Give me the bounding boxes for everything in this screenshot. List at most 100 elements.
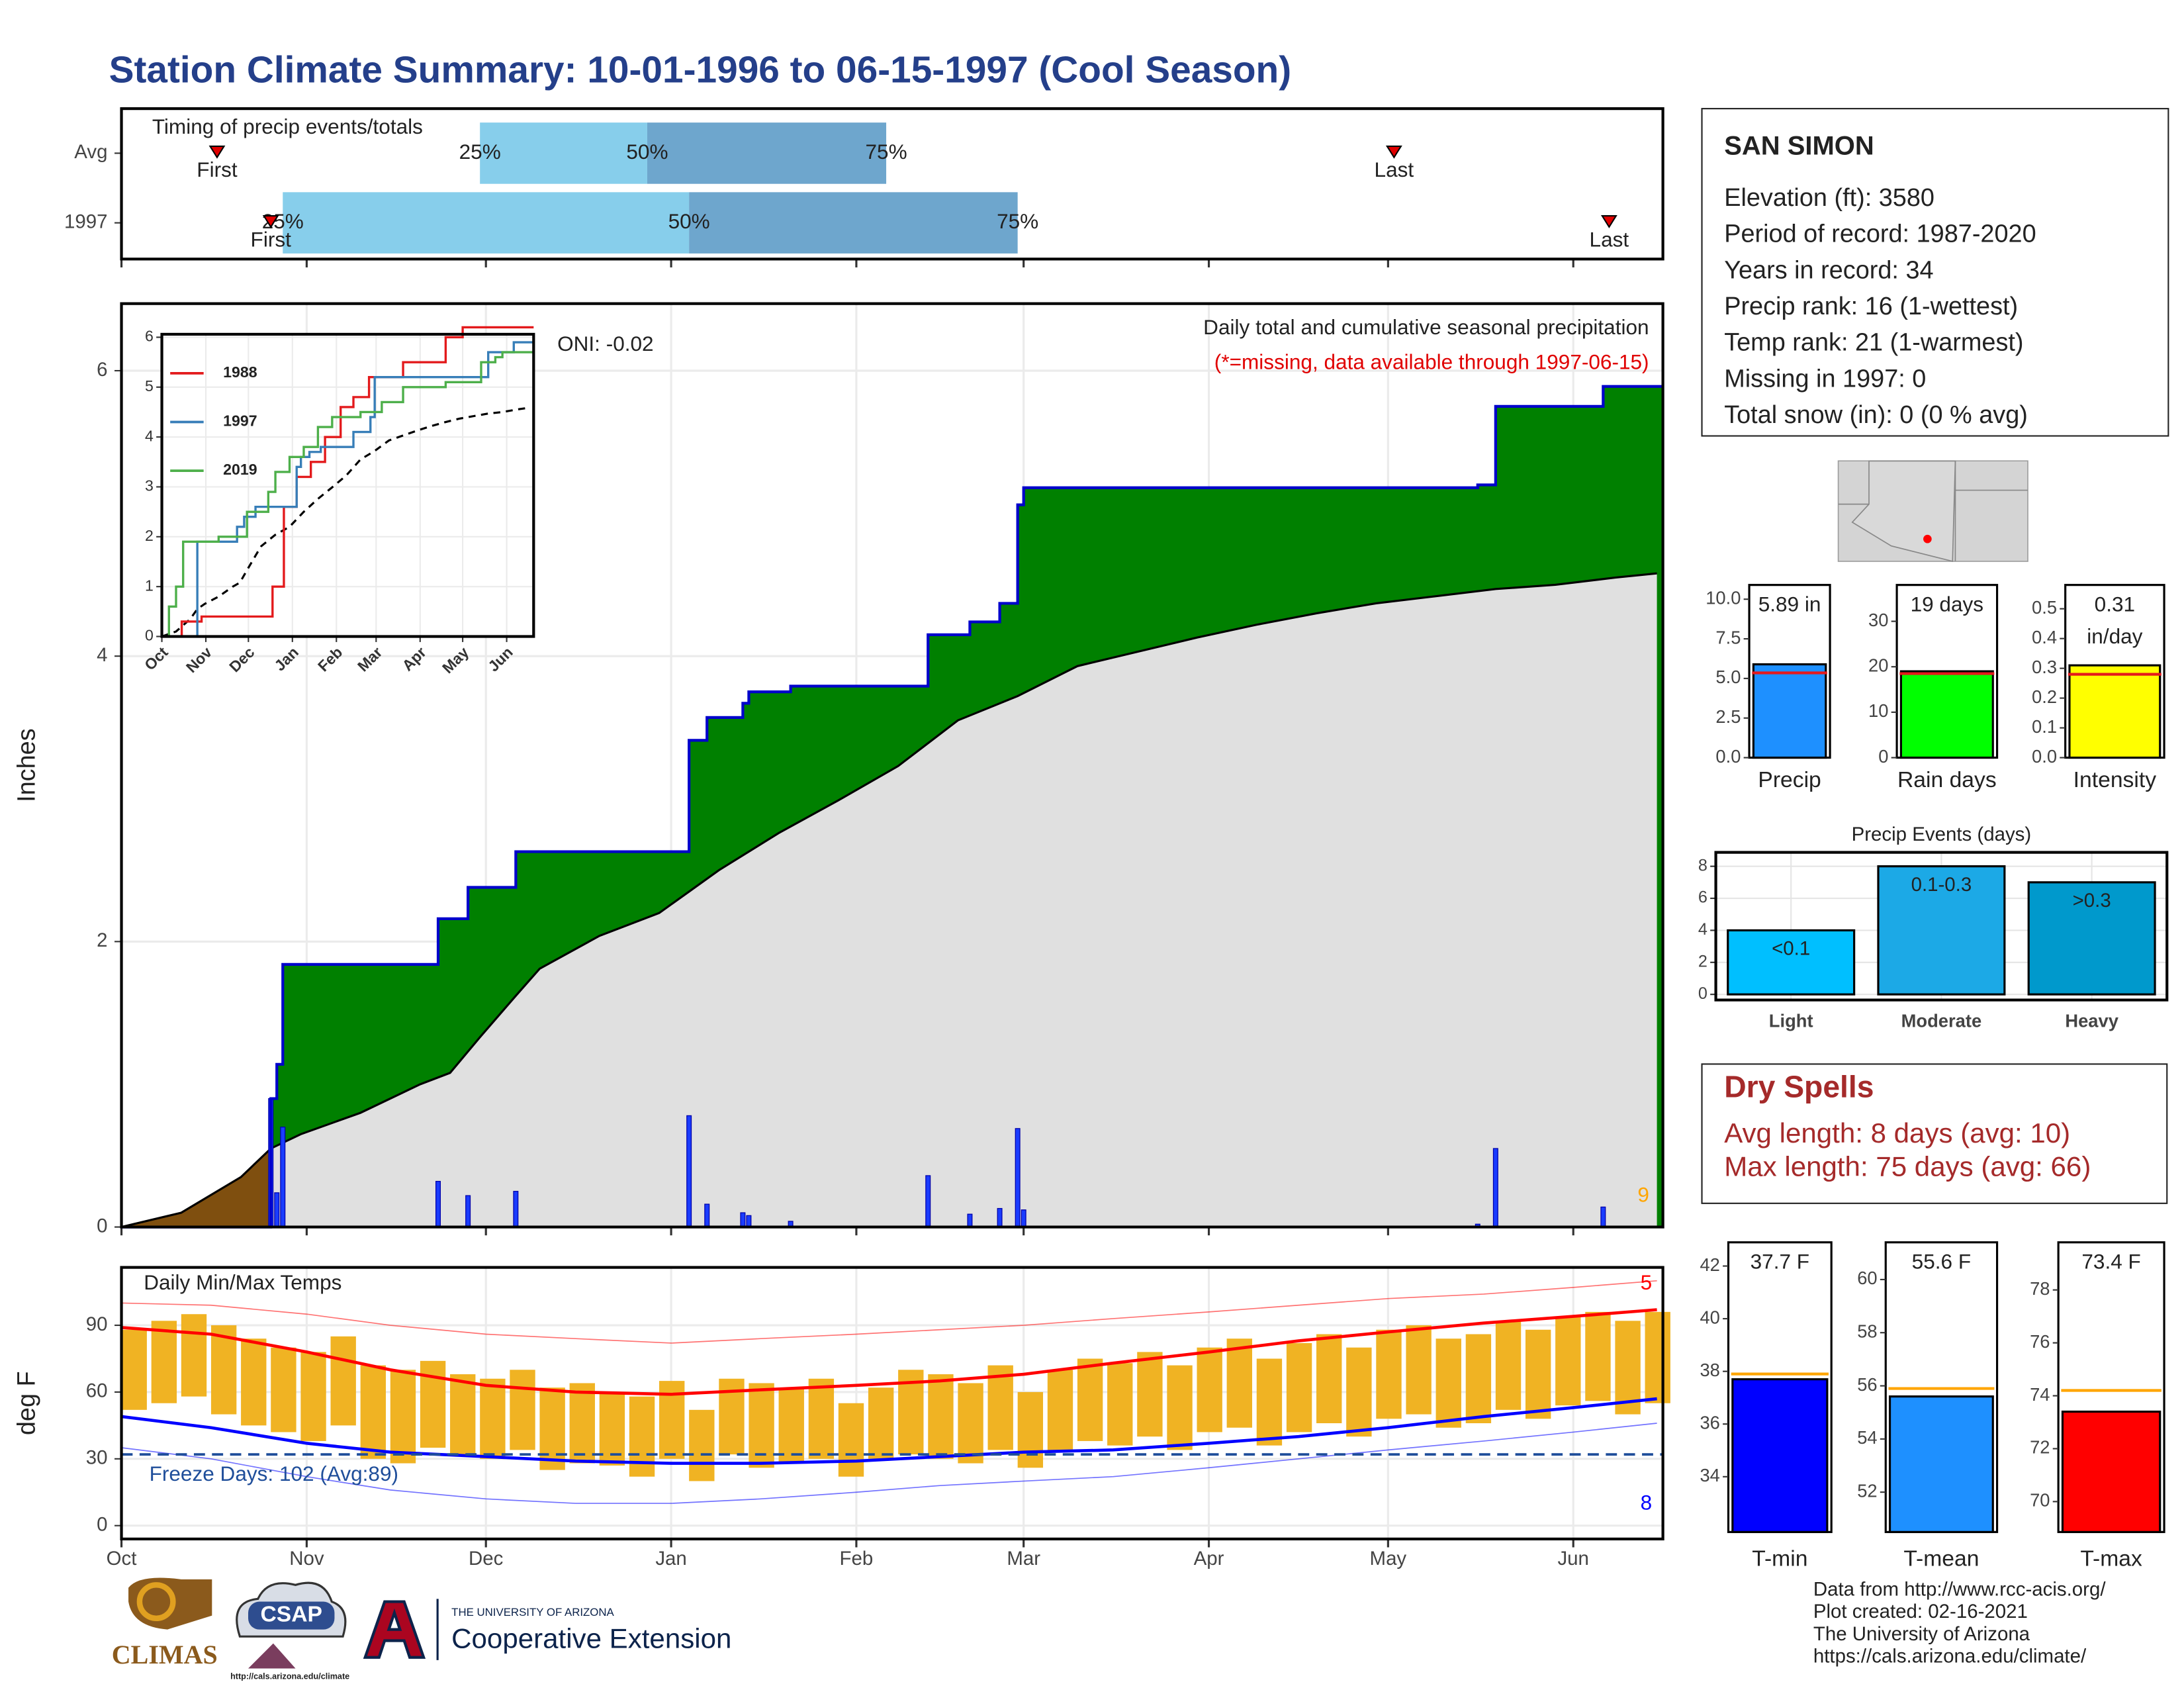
event-label: Last — [1590, 227, 1629, 251]
y-tick-label: 74 — [2030, 1384, 2050, 1405]
quantile-label: 75% — [865, 140, 907, 164]
y-tick-label: 60 — [86, 1380, 108, 1402]
bar — [1727, 929, 1856, 996]
cumulative-line — [121, 385, 1663, 1229]
daily-temp-bar — [181, 1314, 207, 1397]
daily-temp-bar — [1645, 1311, 1670, 1403]
bar-label: <0.1 — [1772, 938, 1810, 960]
daily-temp-bar — [539, 1387, 565, 1470]
y-tick-label: 78 — [2030, 1278, 2050, 1299]
y-tick-label: 56 — [1857, 1374, 1877, 1395]
daily-temp-bar — [390, 1370, 416, 1464]
daily-precip-bar — [274, 1192, 280, 1228]
quantile-label: 75% — [997, 209, 1038, 233]
gauge-value: 73.4 F — [2081, 1250, 2140, 1274]
daily-temp-bar — [510, 1370, 535, 1450]
y-tick-label: 0.4 — [2032, 627, 2057, 647]
y-tick-label: 0.5 — [2032, 597, 2057, 618]
series-line — [161, 341, 534, 638]
avg-max-line — [121, 1308, 1657, 1396]
daily-temp-bar — [1107, 1363, 1133, 1446]
event-marker — [208, 145, 226, 159]
panel-title: Timing of precip events/totals — [152, 115, 423, 138]
y-tick-label: 0 — [97, 1513, 107, 1535]
station-line: Period of record: 1987-2020 — [1724, 220, 2036, 248]
x-tick-label: Dec — [469, 1548, 503, 1570]
y-tick-label: 70 — [2030, 1490, 2050, 1511]
footer-line: Plot created: 02-16-2021 — [1813, 1601, 2028, 1622]
y-tick-label: 4 — [145, 427, 154, 444]
bar-label: >0.3 — [2073, 890, 2111, 912]
station-box — [1701, 108, 2169, 437]
daily-temp-bar — [1585, 1311, 1611, 1401]
panel-title: Daily Min/Max Temps — [144, 1270, 341, 1294]
daily-precip-bar — [925, 1175, 931, 1228]
x-tick-label: Jan — [655, 1548, 686, 1570]
x-tick-label: Mar — [1007, 1548, 1040, 1570]
x-tick-label: Nov — [289, 1548, 324, 1570]
y-tick-label: 40 — [1700, 1307, 1719, 1327]
daily-temp-bar — [480, 1378, 506, 1459]
x-tick-label: Jun — [1557, 1548, 1588, 1570]
y-axis-label: deg F — [13, 1371, 41, 1435]
y-tick-label: 52 — [1857, 1480, 1877, 1501]
event-label: Last — [1375, 158, 1414, 181]
legend-label: 1988 — [223, 363, 257, 381]
y-tick-label: 36 — [1700, 1412, 1719, 1432]
daily-precip-bar — [465, 1195, 471, 1228]
min-count: 8 — [1641, 1491, 1653, 1515]
panel-frame — [120, 107, 1664, 261]
oni-label: ONI: -0.02 — [557, 332, 654, 355]
extension-text: Cooperative Extension — [451, 1623, 731, 1654]
average-area — [121, 573, 1657, 1227]
panel-title: Precip Events (days) — [1852, 823, 2032, 845]
y-tick-label: 30 — [1868, 610, 1888, 630]
climas-text: CLIMAS — [112, 1640, 218, 1669]
logos: CLIMAS CSAP http://cals.arizona.edu/clim… — [112, 1577, 731, 1681]
daily-temp-bar — [271, 1347, 296, 1432]
daily-temp-bar — [1525, 1329, 1551, 1419]
ua-logo — [363, 1600, 426, 1659]
y-axis-label: Inches — [13, 728, 41, 802]
event-marker — [1385, 145, 1402, 159]
daily-temp-bar — [151, 1321, 177, 1403]
y-tick-label: 3 — [145, 477, 154, 494]
gauge-bar — [1752, 663, 1827, 759]
panel-frame — [1714, 851, 2169, 1002]
y-tick-label: 0.3 — [2032, 657, 2057, 677]
y-tick-label: 58 — [1857, 1321, 1877, 1341]
y-tick-label: 8 — [1698, 856, 1707, 874]
gauge-bar — [1888, 1395, 1994, 1533]
y-tick-label: 60 — [1857, 1268, 1877, 1288]
y-tick-label: 34 — [1700, 1465, 1719, 1485]
dry-spells-title: Dry Spells — [1724, 1070, 1874, 1104]
daily-precip-bar — [1492, 1148, 1498, 1228]
daily-temp-bar — [1376, 1329, 1402, 1419]
daily-temp-bar — [928, 1374, 954, 1459]
y-tick-label: 5 — [145, 377, 154, 395]
average-line — [121, 572, 1657, 1229]
y-tick-label: 0.1 — [2032, 716, 2057, 737]
x-tick-label: May — [1370, 1548, 1407, 1570]
daily-temp-bar — [1495, 1321, 1522, 1410]
daily-temp-bar — [1615, 1321, 1641, 1415]
y-tick-label: 0 — [1878, 746, 1888, 767]
gauge-label: Intensity — [2073, 768, 2157, 792]
gauge-value: 19 days — [1911, 592, 1984, 616]
x-tick-label: Moderate — [1901, 1011, 1982, 1031]
csap-badge — [248, 1601, 335, 1630]
location-map — [1837, 460, 2028, 562]
gauge-value: 0.31 — [2095, 592, 2135, 616]
y-tick-label: 6 — [1698, 888, 1707, 907]
station-line: Temp rank: 21 (1-warmest) — [1724, 329, 2023, 357]
daily-temp-bar — [1346, 1347, 1372, 1437]
station-line: Total snow (in): 0 (0 % avg) — [1724, 401, 2028, 429]
y-tick-label: 0.0 — [2032, 746, 2057, 767]
daily-temp-bar — [1435, 1338, 1461, 1428]
x-tick-label: Oct — [107, 1548, 137, 1570]
gauge-label: T-mean — [1903, 1546, 1979, 1571]
bar — [2027, 881, 2156, 996]
footer-line: Data from http://www.rcc-acis.org/ — [1813, 1579, 2106, 1601]
